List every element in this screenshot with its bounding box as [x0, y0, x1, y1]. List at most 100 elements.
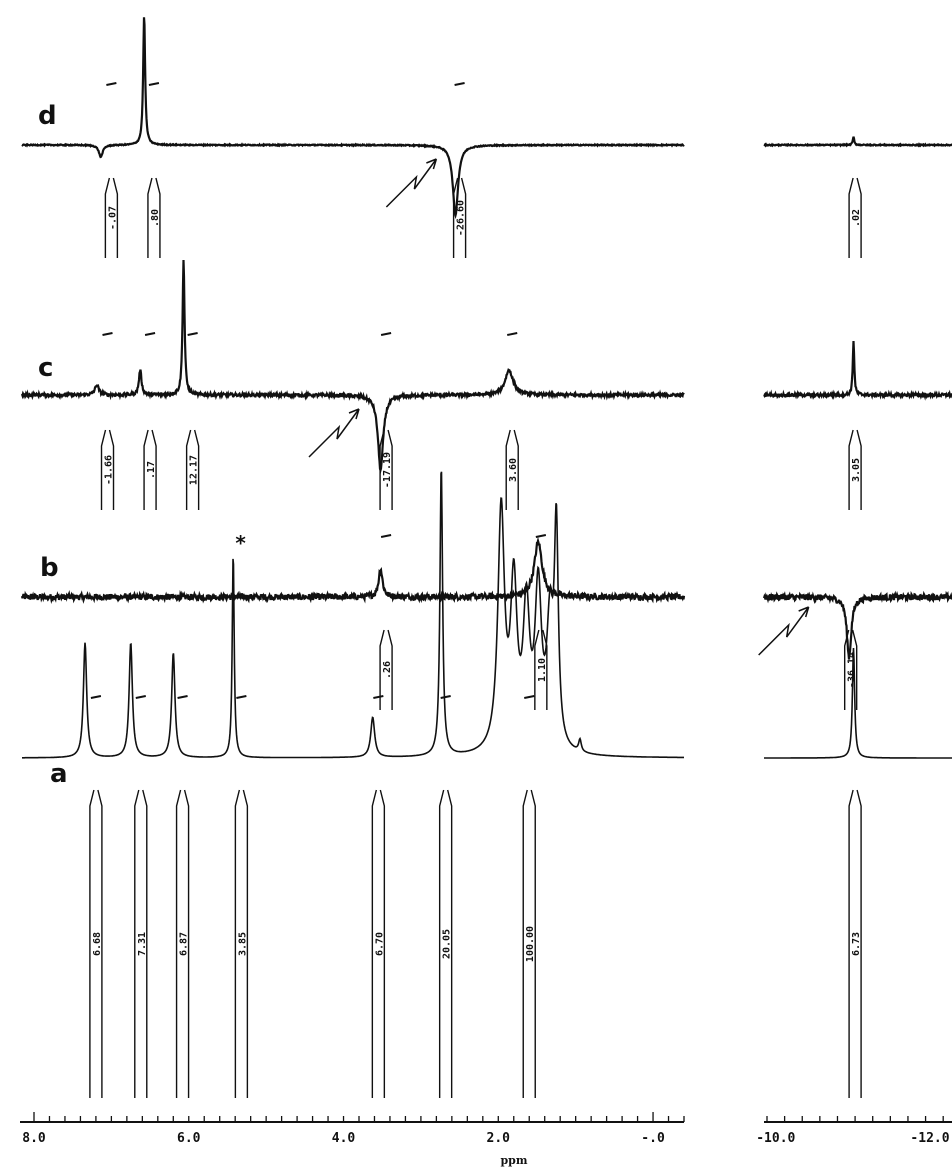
integral-value: .80: [150, 209, 161, 227]
integral-curve: [535, 534, 547, 538]
integral-bracket: [371, 789, 386, 1098]
integral-value: -17.19: [382, 452, 393, 488]
panel-label-a: a: [50, 759, 68, 789]
spectrum-traces: [20, 17, 952, 759]
tick-label-left: 6.0: [177, 1131, 201, 1146]
integral-value: .17: [146, 461, 157, 479]
integral-bracket: [848, 789, 862, 1098]
trace-right-d: [763, 136, 952, 148]
integral-a: 3.85: [234, 789, 249, 1098]
integral-value: 12.17: [189, 455, 200, 485]
integral-right-b: -36.14: [843, 629, 858, 710]
annotations: a 6.68 7.31 6.87 3.85 6.70 20.05 100.00 6.73 * b .2…: [38, 82, 862, 1098]
integral-a: 7.31: [134, 789, 148, 1098]
panel-label-c: c: [38, 353, 53, 383]
integral-curve: [236, 695, 247, 699]
integral-curve: [106, 82, 117, 86]
spectrum-d: [21, 17, 952, 220]
integral-curve: [135, 695, 146, 699]
integral-curve: [440, 695, 451, 699]
integral-a: 6.70: [371, 789, 386, 1098]
panel-label-d: d: [38, 101, 57, 131]
tick-label-left: 8.0: [22, 1131, 46, 1146]
integral-right-d: .02: [848, 177, 862, 258]
tick-label-right: -12.0: [910, 1131, 949, 1146]
ppm-axes: 8.0 6.0 4.0 2.0 -.0 -10.0 -12.0: [20, 1112, 952, 1146]
integral-curve: [380, 332, 392, 336]
tick-label-left: 2.0: [487, 1131, 511, 1146]
integral-bracket: [848, 177, 862, 258]
integral-value: 7.31: [137, 932, 148, 956]
trace-left-d: [21, 17, 685, 220]
integral-a: 6.68: [89, 789, 103, 1098]
integral-curve: [454, 82, 465, 86]
tick-label-right: -10.0: [756, 1131, 795, 1146]
trace-left-a: [22, 471, 684, 759]
integral-value: 20.05: [442, 929, 453, 959]
integral-bracket: [379, 629, 393, 710]
integral-value: 3.05: [851, 458, 862, 482]
integral-value: 3.85: [237, 932, 248, 956]
spectrum-c: [20, 259, 952, 474]
integral-d: .80: [147, 177, 161, 258]
integral-bracket: [147, 177, 161, 258]
integral-right-c: 3.05: [848, 429, 862, 510]
integral-value: -36.14: [847, 652, 858, 688]
integral-value: 3.60: [508, 458, 519, 482]
integral-bracket: [104, 177, 119, 258]
integral-curve: [187, 332, 198, 336]
integral-bracket: [234, 789, 249, 1098]
integral-bracket: [100, 429, 115, 510]
trace-right-c: [763, 340, 952, 401]
integral-bracket: [452, 177, 467, 258]
integral-curve: [90, 695, 102, 699]
integral-c: 12.17: [185, 429, 200, 510]
integral-bracket: [843, 629, 858, 710]
x-axis-unit: ppm: [500, 1154, 527, 1167]
integral-right-a: 6.73: [848, 789, 862, 1098]
arrow-annotation: [758, 606, 810, 656]
integral-curve: [144, 332, 156, 336]
trace-left-b: [20, 536, 686, 605]
arrow-annotation: [308, 408, 360, 458]
integral-value: 6.70: [374, 932, 385, 956]
spectrum-a: [22, 471, 952, 759]
integral-d: -.07: [104, 177, 119, 258]
integral-value: .26: [382, 661, 393, 679]
trace-right-b: [762, 590, 952, 660]
integral-bracket: [522, 789, 536, 1098]
integral-a: 6.87: [175, 789, 190, 1098]
tick-label-left: 4.0: [332, 1131, 356, 1146]
trace-left-c: [20, 259, 685, 474]
integral-curve: [148, 82, 160, 86]
integral-value: 100.00: [525, 926, 536, 962]
integral-value: 6.68: [92, 932, 103, 956]
integral-curve: [177, 695, 188, 699]
integral-bracket: [175, 789, 190, 1098]
integral-value: 1.10: [537, 658, 548, 682]
tick-label-left: -.0: [641, 1131, 665, 1146]
integral-curve: [507, 332, 518, 336]
integral-b: 1.10: [534, 629, 548, 710]
integral-bracket: [379, 429, 393, 510]
integral-bracket: [134, 789, 148, 1098]
integral-d: -26.60: [452, 177, 467, 258]
integral-value: .02: [851, 209, 862, 227]
integral-c: .17: [143, 429, 157, 510]
integral-curve: [380, 534, 392, 538]
integral-bracket: [438, 789, 453, 1098]
integral-b: .26: [379, 629, 393, 710]
integral-bracket: [143, 429, 157, 510]
integral-curve: [102, 332, 113, 336]
integral-value: -.07: [107, 206, 118, 230]
integral-value: 6.73: [851, 932, 862, 956]
integral-bracket: [505, 429, 519, 510]
impurity-marker: *: [235, 531, 246, 555]
arrow-annotation: [385, 158, 438, 208]
integral-curve: [373, 695, 384, 699]
integral-value: -26.60: [456, 200, 467, 236]
integral-c: 3.60: [505, 429, 519, 510]
integral-bracket: [185, 429, 200, 510]
trace-right-a: [764, 647, 952, 759]
